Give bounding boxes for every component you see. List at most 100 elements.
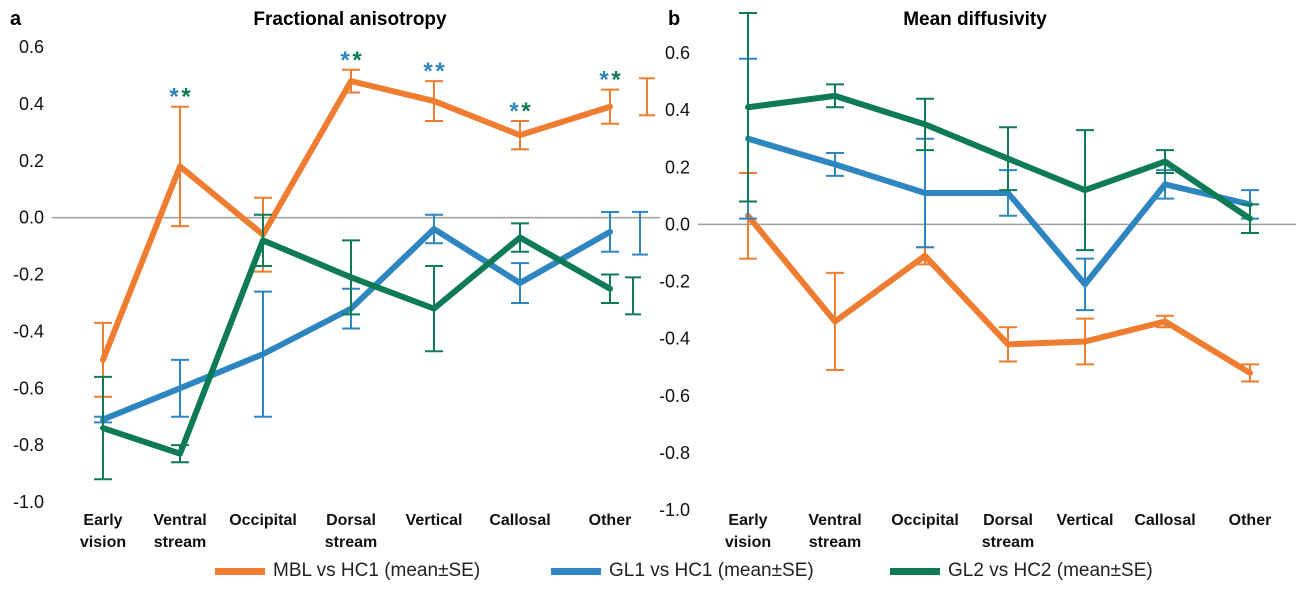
legend-item-mbl: MBL vs HC1 (mean±SE) (215, 560, 480, 582)
significance-asterisk: * (509, 98, 519, 125)
data-point (834, 320, 836, 322)
data-point (1164, 320, 1166, 322)
panel-a-y-tick-label: -0.4 (13, 321, 44, 341)
panel-b-x-tick-label: Early vision (725, 512, 771, 551)
panel-a-y-tick-label: 0.6 (19, 37, 44, 57)
data-point (433, 228, 435, 230)
data-point (262, 239, 264, 241)
panel-a-y-tick-label: 0.4 (19, 94, 44, 114)
panel-b-series-gl2 (739, 12, 1259, 252)
panel-a-y-tick-label: -1.0 (13, 492, 44, 512)
panel-b-y-tick-label: -0.6 (660, 386, 690, 406)
data-point (350, 80, 352, 82)
panel-b-y-tick-label: 0.4 (665, 100, 690, 120)
series-line (745, 212, 1253, 376)
data-point (433, 100, 435, 102)
panel-a-x-tick-label: Vertical (406, 512, 463, 529)
series-line (100, 234, 613, 457)
legend-label-mbl: MBL vs HC1 (mean±SE) (273, 560, 481, 581)
panel-a-title: Fractional anisotropy (253, 9, 447, 30)
panel-a-range-bracket-mbl (639, 77, 655, 117)
data-point (609, 231, 611, 233)
chart-mean-diffusivity: 0.6 0.4 0.2 0.0 -0.2 -0.4 -0.6 -0.8 -1.0 Early vis… (660, 12, 1296, 551)
panel-b-x-tick-label: Dorsal stream (982, 512, 1034, 551)
panel-b-y-tick-label: 0.0 (665, 214, 690, 234)
legend-label-gl1: GL1 vs HC1 (mean±SE) (609, 560, 814, 581)
panel-a-y-tick-label: -0.2 (13, 265, 44, 285)
panel-a-x-tick-label: Early vision (80, 512, 126, 551)
panel-b-x-tick-label: Vertical (1057, 512, 1114, 529)
data-point (433, 308, 435, 310)
data-point (1007, 158, 1009, 160)
legend-item-gl2: GL2 vs HC2 (mean±SE) (890, 560, 1153, 582)
panel-a-y-tick-label: 0.0 (19, 208, 44, 228)
panel-b-x-tick-label: Callosal (1134, 512, 1195, 529)
significance-asterisk: * (435, 58, 445, 85)
panel-a-x-tick-label: Dorsal stream (325, 512, 377, 551)
legend-swatch-gl1 (551, 567, 601, 575)
data-point (262, 353, 264, 355)
significance-asterisk: * (352, 47, 362, 74)
data-point (924, 255, 926, 257)
panel-a-series-gl1 (94, 210, 619, 424)
data-point (834, 95, 836, 97)
data-point (519, 282, 521, 284)
data-point (102, 427, 104, 429)
panel-a-y-tick-label: 0.2 (19, 151, 44, 171)
series-line (745, 92, 1253, 222)
data-point (609, 106, 611, 108)
data-point (924, 123, 926, 125)
panel-b-x-tick-label: Occipital (891, 512, 959, 529)
panel-a-x-tick-label: Callosal (489, 512, 550, 529)
data-point (102, 359, 104, 361)
panel-a-range-bracket-gl1 (632, 210, 648, 256)
panel-a-letter: a (10, 8, 22, 30)
panel-b-letter: b (668, 8, 681, 30)
significance-asterisk: * (423, 58, 433, 85)
panel-b-series-mbl (739, 171, 1259, 383)
data-point (834, 163, 836, 165)
data-point (179, 165, 181, 167)
panel-a-y-tick-label: -0.8 (13, 435, 44, 455)
data-point (350, 276, 352, 278)
panel-b-x-tick-label: Other (1229, 512, 1272, 529)
panel-a-series-mbl (94, 68, 619, 398)
data-point (609, 288, 611, 290)
data-point (1164, 161, 1166, 163)
panel-a-x-tick-label: Occipital (229, 512, 297, 529)
significance-asterisk: * (521, 98, 531, 125)
panel-b-y-tick-label: -1.0 (660, 500, 690, 520)
panel-b-y-tick-label: 0.6 (665, 43, 690, 63)
data-point (747, 106, 749, 108)
significance-asterisk: * (181, 84, 191, 111)
significance-asterisk: * (599, 67, 609, 94)
significance-asterisk: * (169, 84, 179, 111)
series-line (100, 226, 613, 423)
legend-swatch-mbl (215, 567, 265, 575)
chart-fractional-anisotropy: 0.6 0.4 0.2 0.0 -0.2 -0.4 -0.6 -0.8 -1.0 Early vis… (13, 37, 660, 551)
data-point (924, 192, 926, 194)
data-point (1249, 372, 1251, 374)
data-point (1249, 218, 1251, 220)
legend-swatch-gl2 (890, 567, 940, 575)
legend-item-gl1: GL1 vs HC1 (mean±SE) (551, 560, 814, 582)
panel-a-y-tick-label: -0.6 (13, 378, 44, 398)
significance-asterisk: * (340, 47, 350, 74)
panel-b-y-tick-label: -0.4 (660, 329, 690, 349)
series-line (745, 135, 1253, 288)
panel-b-y-tick-label: 0.2 (665, 157, 690, 177)
panel-a-x-tick-label: Other (589, 512, 632, 529)
data-point (519, 134, 521, 136)
panel-a-series-gl2 (94, 213, 619, 481)
data-point (1084, 283, 1086, 285)
panel-b-y-tick-label: -0.8 (660, 443, 690, 463)
legend-label-gl2: GL2 vs HC2 (mean±SE) (948, 560, 1153, 581)
panel-b-y-tick-label: -0.2 (660, 272, 690, 292)
data-point (1007, 192, 1009, 194)
data-point (519, 237, 521, 239)
data-point (1007, 343, 1009, 345)
data-point (1084, 189, 1086, 191)
panel-a-x-tick-label: Ventral stream (153, 512, 206, 551)
panel-b-title: Mean diffusivity (903, 9, 1047, 30)
